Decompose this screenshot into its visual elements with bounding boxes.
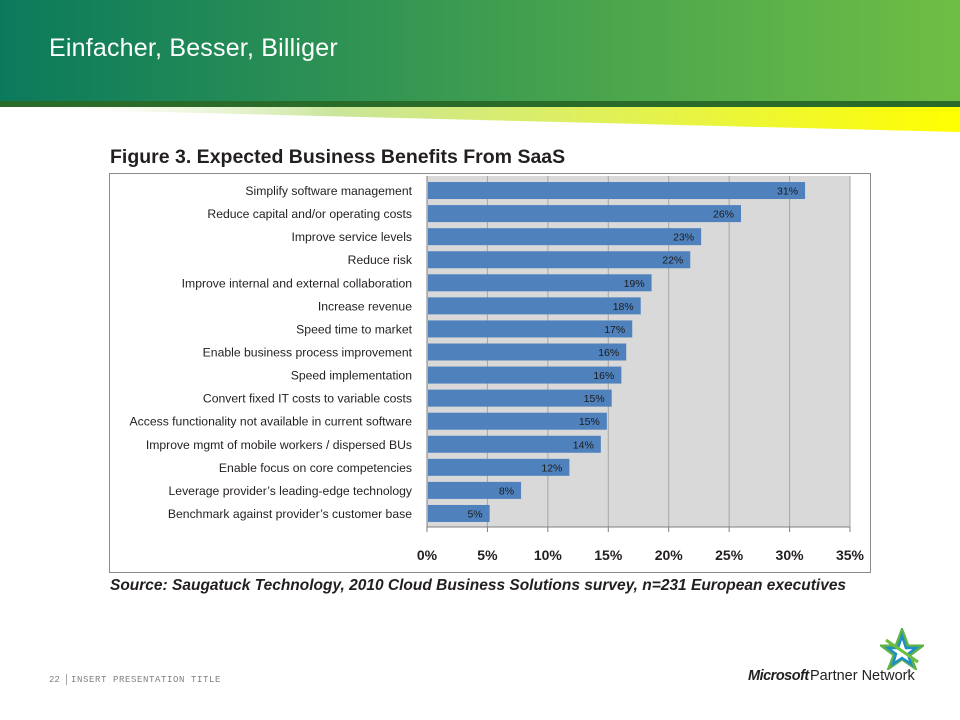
category-label: Speed time to market: [296, 322, 412, 336]
header-banner: Einfacher, Besser, Billiger: [0, 0, 960, 132]
page-number: 22: [49, 675, 60, 685]
partner-network-star-icon: [880, 628, 924, 670]
bar: [428, 228, 702, 246]
bar: [428, 320, 633, 338]
data-label: 22%: [662, 255, 683, 267]
category-label: Convert fixed IT costs to variable costs: [203, 392, 412, 406]
bar: [428, 389, 612, 407]
bar: [428, 205, 742, 223]
header-background: [0, 0, 960, 132]
bar: [428, 251, 691, 269]
microsoft-logo: Microsoft: [748, 668, 809, 684]
data-label: 17%: [604, 324, 625, 336]
slide-title: Einfacher, Besser, Billiger: [49, 34, 338, 62]
category-label: Leverage provider’s leading-edge technol…: [169, 484, 413, 498]
bar: [428, 297, 641, 315]
bar-chart: 0% 5% 10% 15% 20% 25% 30% 35% 31% Simplify softwa…: [130, 176, 865, 563]
x-tick-label: 20%: [655, 547, 684, 563]
data-label: 26%: [713, 209, 734, 221]
data-label: 18%: [613, 301, 634, 313]
category-label: Speed implementation: [291, 369, 412, 383]
trademark-mark: ™: [906, 670, 911, 676]
bar: [428, 366, 622, 384]
partner-network-logo: Partner Network: [810, 668, 915, 684]
data-label: 12%: [541, 462, 562, 474]
bar: [428, 504, 490, 522]
x-tick-label: 5%: [477, 547, 498, 563]
category-label: Improve mgmt of mobile workers / dispers…: [146, 438, 412, 452]
category-label: Benchmark against provider’s customer ba…: [168, 507, 412, 521]
data-label: 15%: [584, 393, 605, 405]
data-label: 5%: [467, 508, 482, 520]
data-label: 15%: [579, 416, 600, 428]
category-label: Improve internal and external collaborat…: [182, 276, 412, 290]
chart-frame: 0% 5% 10% 15% 20% 25% 30% 35% 31% Simplify softwa…: [109, 173, 871, 573]
footer-divider: [66, 674, 67, 685]
bar: [428, 274, 652, 292]
bar: [428, 481, 522, 499]
category-label: Access functionality not available in cu…: [130, 415, 413, 429]
x-tick-label: 0%: [417, 547, 438, 563]
data-label: 16%: [598, 347, 619, 359]
bar: [428, 458, 570, 476]
data-label: 16%: [593, 370, 614, 382]
x-tick-label: 15%: [594, 547, 623, 563]
data-label: 14%: [573, 439, 594, 451]
category-label: Simplify software management: [245, 184, 412, 198]
bar: [428, 343, 627, 361]
x-tick-label: 30%: [776, 547, 805, 563]
data-label: 23%: [673, 232, 694, 244]
footer-title: INSERT PRESENTATION TITLE: [71, 675, 222, 685]
data-label: 19%: [624, 278, 645, 290]
data-label: 31%: [777, 186, 798, 198]
bar: [428, 412, 607, 430]
x-tick-label: 10%: [534, 547, 563, 563]
bar: [428, 182, 806, 200]
category-label: Reduce capital and/or operating costs: [207, 207, 412, 221]
category-label: Improve service levels: [291, 230, 412, 244]
category-label: Enable business process improvement: [203, 346, 413, 360]
bar: [428, 435, 601, 453]
category-label: Increase revenue: [318, 299, 412, 313]
category-label: Enable focus on core competencies: [219, 461, 412, 475]
figure-source: Source: Saugatuck Technology, 2010 Cloud…: [110, 577, 847, 594]
x-tick-label: 25%: [715, 547, 744, 563]
figure-title: Figure 3. Expected Business Benefits Fro…: [110, 146, 566, 168]
category-label: Reduce risk: [348, 253, 413, 267]
data-label: 8%: [499, 485, 514, 497]
x-tick-label: 35%: [836, 547, 865, 563]
